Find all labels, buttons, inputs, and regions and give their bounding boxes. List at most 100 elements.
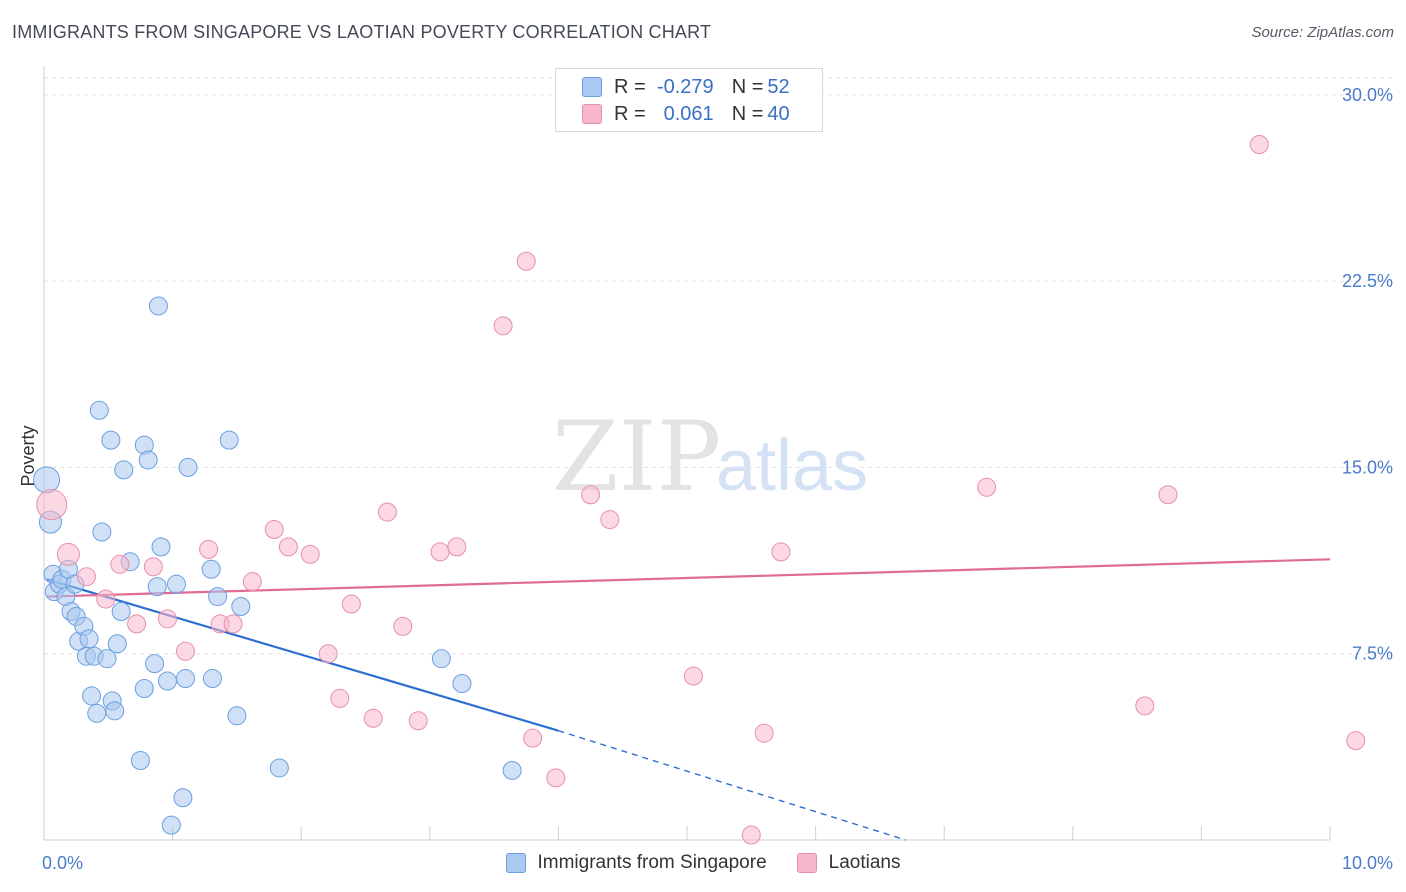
- legend-item-laotians[interactable]: Laotians: [796, 852, 901, 874]
- point-singapore: [92, 522, 112, 542]
- trend-line-laotians: [46, 558, 1331, 598]
- watermark-zip: ZIP: [552, 401, 721, 513]
- source-label: Source: ZipAtlas.com: [1251, 24, 1394, 41]
- legend-swatch-laotians: [796, 853, 817, 873]
- watermark-atlas: atlas: [716, 426, 868, 506]
- point-singapore: [161, 815, 181, 835]
- point-laotians: [110, 554, 130, 574]
- trend-lines: [46, 558, 1331, 841]
- point-laotians: [330, 688, 350, 708]
- point-laotians: [36, 489, 68, 521]
- point-laotians: [341, 594, 361, 614]
- point-laotians: [363, 708, 383, 728]
- series-legend: Immigrants from Singapore Laotians: [0, 852, 1406, 874]
- point-laotians: [447, 537, 467, 557]
- legend-row-singapore: R = -0.279 N = 52: [582, 74, 790, 100]
- point-laotians: [1249, 135, 1269, 155]
- point-singapore: [157, 671, 177, 691]
- legend-swatch-laotians: [582, 104, 602, 124]
- y-tick-label: 7.5%: [1352, 644, 1393, 664]
- legend-r-key: R =: [614, 75, 646, 98]
- point-singapore: [502, 760, 522, 780]
- point-singapore: [130, 751, 150, 771]
- point-laotians: [1158, 485, 1178, 505]
- point-laotians: [977, 477, 997, 497]
- point-laotians: [377, 502, 397, 522]
- x-tick-label-min: 0.0%: [42, 853, 83, 873]
- point-laotians: [600, 510, 620, 530]
- legend-r-value: -0.279: [656, 75, 714, 98]
- point-laotians: [143, 557, 163, 577]
- point-singapore: [202, 669, 222, 689]
- legend-n-key: N =: [731, 75, 764, 98]
- trend-line-singapore: [46, 578, 559, 732]
- legend-label-laotians: Laotians: [828, 852, 901, 873]
- point-laotians: [278, 537, 298, 557]
- point-singapore: [101, 430, 121, 450]
- point-laotians: [127, 614, 147, 634]
- point-singapore: [148, 296, 168, 316]
- legend-swatch-singapore: [505, 853, 526, 873]
- data-points: [33, 135, 1366, 845]
- point-singapore: [145, 654, 165, 674]
- point-singapore: [178, 457, 198, 477]
- legend-label-singapore: Immigrants from Singapore: [537, 852, 767, 873]
- point-laotians: [76, 567, 96, 587]
- point-laotians: [523, 728, 543, 748]
- stats-legend: R = -0.279 N = 52 R = 0.061 N = 40: [555, 68, 823, 132]
- y-axis-label: Poverty: [18, 425, 38, 486]
- point-singapore: [208, 587, 228, 607]
- point-singapore: [452, 674, 472, 694]
- point-laotians: [56, 542, 80, 566]
- point-laotians: [1135, 696, 1155, 716]
- legend-item-singapore[interactable]: Immigrants from Singapore: [505, 852, 767, 874]
- point-laotians: [581, 485, 601, 505]
- grid-lines: [44, 76, 1392, 655]
- legend-n-value: 40: [767, 102, 790, 125]
- point-singapore: [269, 758, 289, 778]
- point-laotians: [516, 251, 536, 271]
- point-singapore: [138, 450, 158, 470]
- axes: [43, 66, 1331, 841]
- point-singapore: [219, 430, 239, 450]
- x-tick-label-max: 10.0%: [1342, 853, 1393, 873]
- point-laotians: [242, 572, 262, 592]
- legend-n-value: 52: [767, 75, 790, 98]
- point-singapore: [175, 669, 195, 689]
- point-laotians: [771, 542, 791, 562]
- point-singapore: [82, 686, 102, 706]
- point-singapore: [173, 788, 193, 808]
- legend-r-key: R =: [614, 102, 646, 125]
- legend-n-key: N =: [731, 102, 764, 125]
- point-singapore: [111, 601, 131, 621]
- point-singapore: [227, 706, 247, 726]
- point-singapore: [134, 678, 154, 698]
- point-laotians: [199, 539, 219, 559]
- point-singapore: [114, 460, 134, 480]
- point-singapore: [151, 537, 171, 557]
- point-laotians: [175, 641, 195, 661]
- point-singapore: [105, 701, 125, 721]
- legend-r-value: 0.061: [663, 102, 714, 125]
- point-singapore: [231, 597, 251, 617]
- y-tick-labels: 7.5% 15.0% 22.5% 30.0%: [1342, 85, 1393, 664]
- point-singapore: [89, 400, 109, 420]
- point-laotians: [546, 768, 566, 788]
- point-laotians: [1346, 731, 1366, 751]
- point-laotians: [96, 589, 116, 609]
- watermark: ZIP atlas: [552, 401, 868, 513]
- legend-swatch-singapore: [582, 77, 602, 97]
- point-laotians: [264, 520, 284, 540]
- point-laotians: [430, 542, 450, 562]
- legend-row-laotians: R = 0.061 N = 40: [582, 101, 790, 127]
- chart-title: IMMIGRANTS FROM SINGAPORE VS LAOTIAN POV…: [12, 22, 712, 42]
- point-singapore: [107, 634, 127, 654]
- point-singapore: [79, 629, 99, 649]
- point-laotians: [223, 614, 243, 634]
- y-tick-label: 22.5%: [1342, 271, 1393, 291]
- trend-line-singapore-extension: [558, 730, 906, 841]
- point-laotians: [393, 616, 413, 636]
- point-laotians: [318, 644, 338, 664]
- point-laotians: [683, 666, 703, 686]
